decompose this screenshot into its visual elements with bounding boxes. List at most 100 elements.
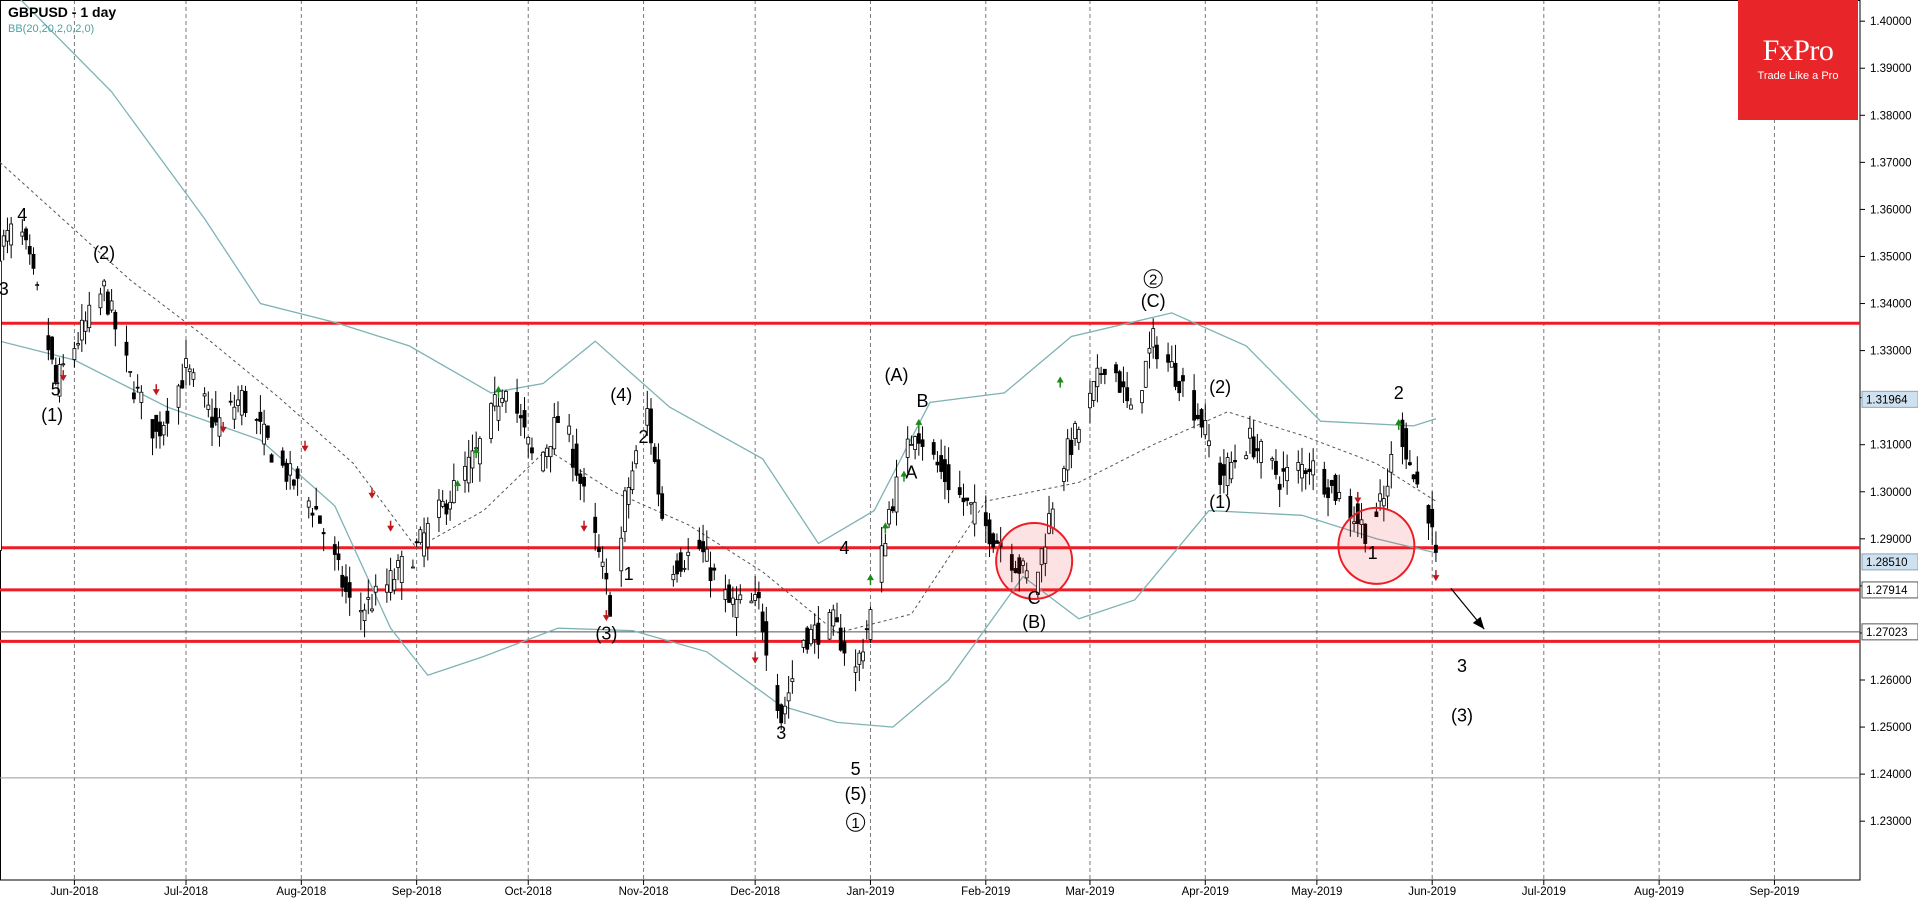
candle-body (920, 439, 925, 447)
candle-body (1348, 495, 1353, 519)
candle-body (887, 509, 891, 525)
wave-label: (2) (1209, 377, 1231, 397)
candle-body (597, 547, 601, 552)
candle-body (411, 566, 415, 569)
candle-body (760, 611, 765, 633)
candle-body (552, 417, 557, 450)
candle-body (314, 506, 319, 510)
candle-body (756, 591, 761, 599)
candle-body (265, 425, 270, 438)
price-tag: 1.27023 (1861, 623, 1918, 641)
candle-body (139, 391, 144, 403)
candle-body (831, 609, 836, 627)
candle-body (853, 666, 858, 673)
candle-body (1274, 460, 1278, 475)
y-tick-label: 1.31000 (1870, 440, 1912, 452)
candle-body (582, 476, 586, 487)
candle-body (1195, 414, 1200, 420)
candle-body (288, 463, 293, 476)
candle-body (883, 543, 888, 557)
candle-body (827, 612, 832, 640)
sell-signal-arrow (301, 445, 309, 452)
candle-body (1337, 492, 1342, 499)
candle-body (202, 393, 207, 397)
wave-label: C (1028, 588, 1041, 608)
candle-body (109, 300, 114, 311)
candle-body (522, 410, 527, 428)
candle-body (20, 231, 25, 237)
candle-body (31, 253, 36, 269)
candle-body (965, 497, 970, 501)
candle-body (570, 448, 575, 468)
x-tick-label: Sep-2019 (1750, 886, 1800, 898)
candle-body (1322, 468, 1327, 495)
candle-body (102, 280, 107, 287)
candle-body (206, 404, 211, 410)
logo-tagline: Trade Like a Pro (1757, 70, 1839, 82)
candle-body (1062, 468, 1066, 482)
x-tick-label: Jan-2019 (846, 886, 894, 898)
candle-body (1281, 468, 1286, 472)
candle-body (470, 450, 475, 469)
wave-label: 3 (0, 279, 9, 299)
candle-body (660, 493, 665, 519)
candle-body (154, 414, 159, 432)
candle-body (239, 390, 244, 416)
candle-body (1218, 462, 1223, 485)
candle-body (939, 455, 944, 472)
sell-signal-arrow (59, 375, 67, 382)
candle-body (835, 617, 839, 623)
candle-body (764, 621, 769, 656)
candle-body (957, 487, 962, 495)
candle-body (9, 223, 14, 246)
candle-body (504, 390, 508, 402)
candle-body (1430, 508, 1435, 528)
candle-body (1389, 453, 1394, 473)
candle-body (890, 506, 895, 512)
candle-body (1043, 546, 1048, 564)
y-tick-label: 1.25000 (1870, 722, 1912, 734)
candle-body (444, 503, 449, 515)
candle-body (1434, 544, 1438, 553)
candle-body (1203, 420, 1208, 436)
candle-body (749, 600, 754, 604)
candle-body (1374, 511, 1379, 518)
candle-body (1333, 474, 1338, 501)
candle-body (269, 454, 274, 463)
wave-label: 2 (639, 427, 649, 447)
highlight-circle (995, 521, 1074, 600)
candle-body (857, 652, 862, 665)
candle-body (809, 629, 813, 645)
candle-body (1069, 439, 1074, 455)
y-tick-label: 1.23000 (1870, 816, 1912, 828)
buy-signal-arrow (866, 574, 874, 581)
candle-body (46, 335, 51, 351)
candle-body (775, 685, 780, 711)
candle-body (1303, 470, 1308, 474)
candle-body (916, 433, 921, 444)
wave-label: B (917, 391, 929, 411)
candle-body (291, 479, 296, 486)
candle-body (27, 246, 32, 255)
candle-body (1326, 487, 1330, 499)
x-tick-label: Sep-2018 (392, 886, 442, 898)
buy-signal-arrow (900, 470, 908, 477)
candle-body (1024, 570, 1029, 579)
candle-body (340, 574, 345, 588)
candle-body (321, 532, 326, 535)
candle-body (1207, 440, 1211, 447)
candle-body (1259, 440, 1263, 463)
candle-body (935, 461, 940, 466)
candle-body (243, 390, 248, 414)
candle-body (697, 539, 702, 549)
candle-body (1311, 460, 1316, 476)
candle-body (284, 462, 289, 482)
candle-body (1117, 371, 1122, 393)
candle-body (942, 459, 947, 483)
candle-body (496, 405, 501, 421)
y-tick-label: 1.33000 (1870, 346, 1912, 358)
sell-signal-arrow (1432, 575, 1440, 582)
candle-body (1065, 438, 1070, 471)
candle-body (593, 516, 598, 533)
candle-body (652, 446, 657, 462)
